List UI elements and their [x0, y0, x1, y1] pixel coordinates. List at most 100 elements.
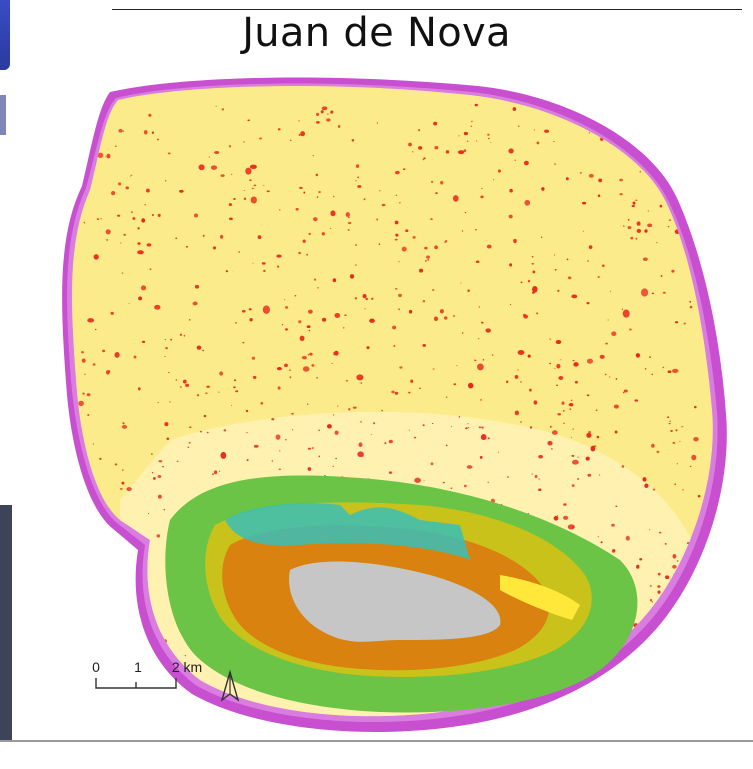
red-patch — [629, 328, 632, 331]
red-patch — [544, 129, 550, 133]
red-patch — [137, 227, 140, 230]
red-patch — [157, 213, 161, 218]
red-patch — [295, 207, 299, 211]
red-patch — [572, 359, 575, 362]
red-patch — [467, 423, 469, 425]
red-patch — [223, 429, 227, 432]
red-patch — [326, 118, 331, 122]
red-patch — [271, 418, 275, 421]
red-patch — [517, 369, 519, 371]
red-patch — [137, 250, 144, 255]
red-patch — [179, 333, 182, 336]
red-patch — [588, 431, 592, 434]
red-patch — [249, 179, 252, 182]
red-patch — [672, 441, 676, 444]
red-patch — [259, 137, 262, 140]
red-patch — [681, 426, 684, 428]
red-patch — [133, 633, 139, 637]
red-patch — [182, 379, 187, 384]
red-patch — [509, 263, 513, 267]
scale-tick-label: 0 — [92, 659, 100, 675]
red-patch — [183, 334, 186, 337]
red-patch — [558, 376, 564, 380]
red-patch — [371, 297, 374, 300]
red-patch — [660, 275, 663, 277]
red-patch — [487, 481, 489, 484]
red-patch — [128, 303, 130, 305]
red-patch — [294, 294, 297, 297]
red-patch — [318, 191, 321, 193]
red-patch — [220, 451, 227, 459]
red-patch — [487, 137, 490, 140]
red-patch — [644, 368, 647, 370]
red-patch — [611, 523, 615, 527]
red-patch — [642, 257, 648, 261]
red-patch — [418, 129, 421, 132]
red-patch — [563, 503, 567, 506]
red-patch — [309, 352, 313, 356]
red-patch — [636, 221, 641, 226]
red-patch — [509, 304, 512, 305]
red-patch — [627, 226, 632, 230]
red-patch — [111, 190, 116, 196]
red-patch — [306, 253, 308, 256]
red-patch — [595, 409, 598, 412]
red-patch — [257, 235, 262, 239]
red-patch — [517, 125, 520, 127]
red-patch — [625, 127, 627, 129]
red-patch — [120, 242, 122, 244]
red-patch — [458, 135, 460, 137]
red-patch — [102, 349, 106, 353]
red-patch — [485, 328, 491, 333]
red-patch — [370, 433, 372, 435]
red-patch — [635, 353, 641, 358]
red-patch — [422, 343, 427, 347]
red-patch — [331, 363, 333, 364]
red-patch — [477, 363, 484, 371]
red-patch — [427, 259, 430, 261]
red-patch — [652, 112, 654, 115]
red-patch — [245, 167, 252, 175]
red-patch — [398, 261, 400, 263]
red-patch — [570, 399, 573, 402]
red-patch — [129, 648, 132, 650]
red-patch — [118, 128, 123, 133]
red-patch — [225, 270, 229, 273]
red-patch — [337, 124, 341, 128]
red-patch — [596, 435, 600, 439]
red-patch — [668, 422, 671, 425]
red-patch — [672, 564, 677, 569]
red-patch — [538, 454, 543, 459]
red-patch — [667, 226, 670, 228]
red-patch — [122, 130, 125, 132]
red-patch — [245, 409, 249, 413]
red-patch — [125, 568, 128, 571]
red-patch — [321, 106, 328, 111]
red-patch — [478, 426, 482, 429]
red-patch — [523, 160, 529, 166]
red-patch — [307, 354, 310, 356]
red-patch — [408, 309, 413, 314]
red-patch — [423, 480, 425, 482]
red-patch — [347, 221, 352, 225]
red-patch — [641, 288, 649, 297]
red-patch — [156, 138, 159, 141]
red-patch — [408, 429, 410, 431]
red-patch — [513, 238, 517, 244]
red-patch — [431, 180, 434, 183]
red-patch — [94, 328, 97, 331]
red-patch — [149, 268, 152, 271]
red-patch — [213, 470, 218, 475]
red-patch — [393, 345, 396, 347]
red-patch — [330, 210, 336, 217]
red-patch — [439, 309, 444, 314]
red-patch — [184, 654, 187, 657]
red-patch — [507, 476, 509, 478]
red-patch — [639, 170, 642, 173]
red-patch — [84, 373, 86, 375]
red-patch — [634, 399, 639, 402]
red-patch — [465, 427, 468, 430]
red-patch — [422, 300, 426, 303]
red-patch — [179, 386, 182, 388]
red-patch — [612, 549, 616, 552]
